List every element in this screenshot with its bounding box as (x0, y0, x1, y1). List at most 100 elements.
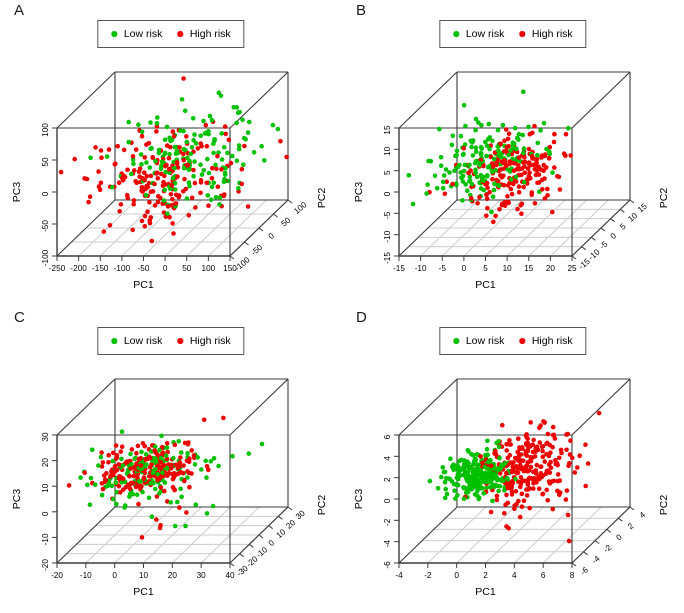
svg-text:10: 10 (275, 527, 288, 540)
svg-text:-5: -5 (598, 239, 610, 251)
legend-label-low-risk: Low risk (123, 335, 163, 347)
panel-d: D Low risk High risk -4 -2 0 2 4 6 8 -6 -4 -2 0 2 4 6… (342, 307, 684, 613)
svg-text:15: 15 (524, 264, 534, 273)
svg-text:50: 50 (182, 264, 192, 273)
legend-label-high-risk: High risk (189, 335, 231, 347)
svg-text:PC2: PC2 (658, 188, 670, 209)
floor-grid (66, 506, 279, 564)
svg-text:6: 6 (383, 434, 392, 439)
svg-text:-4: -4 (395, 571, 403, 580)
svg-text:PC3: PC3 (11, 182, 23, 203)
svg-text:30: 30 (197, 571, 207, 580)
svg-text:4: 4 (383, 456, 392, 461)
data-points (427, 410, 602, 544)
svg-text:100: 100 (292, 200, 309, 216)
svg-text:0: 0 (383, 191, 392, 196)
svg-text:-4: -4 (590, 554, 602, 566)
svg-text:-4: -4 (383, 540, 392, 548)
svg-text:20: 20 (546, 264, 556, 273)
scatter3d-plot-b: -15 -10 -5 0 5 10 15 20 25-15-10-5051015-15-10-5… (353, 71, 670, 291)
svg-text:-20: -20 (51, 571, 63, 580)
svg-text:10: 10 (626, 211, 639, 224)
low-risk-dot-icon (111, 338, 117, 344)
svg-text:-15: -15 (393, 264, 405, 273)
svg-text:PC2: PC2 (316, 495, 328, 516)
svg-text:-15: -15 (383, 252, 392, 264)
data-points (66, 415, 265, 540)
svg-text:-100: -100 (41, 249, 50, 266)
scatter3d-plot-c: -20 -10 0 10 20 30 40-20-100102030-30-20-10010… (11, 378, 328, 598)
floor-grid (408, 199, 621, 257)
svg-text:10: 10 (503, 264, 513, 273)
svg-text:5: 5 (483, 264, 488, 273)
legend-d: Low risk High risk (439, 327, 587, 355)
svg-text:-5: -5 (439, 264, 447, 273)
svg-text:0: 0 (112, 571, 117, 580)
svg-text:-50: -50 (138, 264, 150, 273)
legend-label-low-risk: Low risk (465, 335, 505, 347)
svg-text:-10: -10 (80, 571, 92, 580)
svg-text:100: 100 (202, 264, 216, 273)
legend-b: Low risk High risk (439, 20, 587, 48)
svg-text:-200: -200 (70, 264, 87, 273)
svg-text:25: 25 (567, 264, 577, 273)
panel-b-label: B (356, 2, 367, 19)
svg-text:5: 5 (618, 222, 628, 232)
svg-text:-50: -50 (249, 243, 264, 258)
legend-item-low-risk: Low risk (111, 28, 162, 40)
svg-text:-100: -100 (114, 264, 131, 273)
svg-text:2: 2 (483, 571, 488, 580)
svg-text:PC3: PC3 (353, 182, 365, 203)
svg-text:0: 0 (163, 264, 168, 273)
legend-a: Low risk High risk (97, 20, 245, 48)
svg-text:30: 30 (294, 508, 307, 521)
svg-text:PC1: PC1 (475, 279, 496, 291)
svg-text:-10: -10 (415, 264, 427, 273)
svg-text:20: 20 (168, 571, 178, 580)
svg-text:-2: -2 (424, 571, 432, 580)
high-risk-dot-icon (519, 338, 525, 344)
panel-d-label: D (356, 309, 367, 326)
svg-text:10: 10 (41, 483, 50, 493)
low-risk-dot-icon (453, 338, 459, 344)
panel-b: B Low risk High risk -15 -10 -5 0 5 10 15 20 25-… (342, 0, 684, 306)
svg-text:5: 5 (383, 170, 392, 175)
svg-text:50: 50 (280, 215, 293, 228)
svg-text:0: 0 (267, 231, 277, 241)
svg-text:15: 15 (636, 201, 649, 214)
panel-a-label: A (14, 2, 25, 19)
svg-text:PC2: PC2 (658, 495, 670, 516)
high-risk-dot-icon (519, 31, 525, 37)
high-risk-dot-icon (177, 31, 183, 37)
svg-text:0: 0 (454, 571, 459, 580)
panel-c: C Low risk High risk -20 -10 0 10 20 30 40 -20-… (0, 307, 342, 613)
legend-item-low-risk: Low risk (111, 335, 162, 347)
legend-label-low-risk: Low risk (465, 28, 505, 40)
legend-label-high-risk: High risk (531, 335, 573, 347)
svg-text:PC1: PC1 (133, 279, 154, 291)
svg-text:100: 100 (41, 123, 50, 137)
legend-c: Low risk High risk (97, 327, 245, 355)
svg-text:8: 8 (570, 571, 575, 580)
low-risk-dot-icon (453, 31, 459, 37)
svg-text:6: 6 (541, 571, 546, 580)
svg-text:-6: -6 (383, 561, 392, 569)
svg-text:-6: -6 (579, 565, 591, 577)
data-points (406, 89, 573, 225)
panel-c-label: C (14, 309, 25, 326)
svg-text:150: 150 (223, 264, 237, 273)
legend-item-high-risk: High risk (519, 28, 573, 40)
svg-text:-150: -150 (92, 264, 109, 273)
svg-text:PC3: PC3 (11, 489, 23, 510)
svg-text:PC1: PC1 (475, 586, 496, 598)
low-risk-dot-icon (111, 31, 117, 37)
legend-item-high-risk: High risk (177, 335, 231, 347)
svg-text:-10: -10 (41, 533, 50, 545)
legend-label-low-risk: Low risk (123, 28, 163, 40)
svg-text:50: 50 (41, 157, 50, 167)
legend-item-high-risk: High risk (177, 28, 231, 40)
legend-item-high-risk: High risk (519, 335, 573, 347)
svg-text:30: 30 (41, 432, 50, 442)
